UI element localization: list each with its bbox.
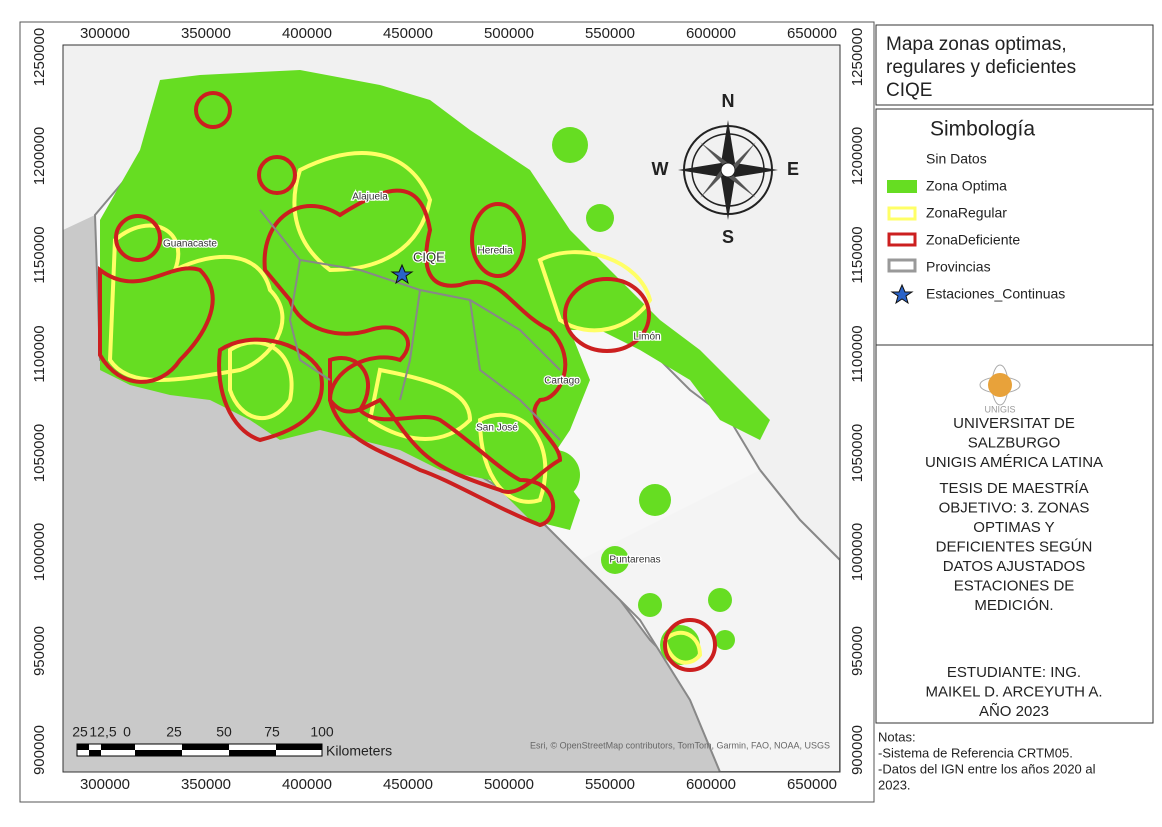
x-tick-label: 300000 xyxy=(80,25,130,42)
map-title: regulares y deficientes xyxy=(886,57,1076,78)
station-label: CIQE xyxy=(413,249,445,264)
x-tick-label: 550000 xyxy=(585,25,635,42)
y-tick-label: 950000 xyxy=(31,626,48,676)
x-tick-label: 350000 xyxy=(181,776,231,793)
scale-unit: Kilometers xyxy=(326,743,392,759)
logo-text: UNIGIS xyxy=(984,404,1015,414)
y-tick-label: 950000 xyxy=(849,626,866,676)
x-tick-label: 650000 xyxy=(787,776,837,793)
x-tick-label: 450000 xyxy=(383,25,433,42)
y-tick-label: 1250000 xyxy=(849,28,866,86)
scale-label: 100 xyxy=(310,724,334,740)
place-label: Limón xyxy=(633,332,660,343)
student-line: ESTUDIANTE: ING. xyxy=(947,664,1081,681)
institution-line: UNIGIS AMÉRICA LATINA xyxy=(925,454,1103,471)
title-box xyxy=(875,24,1154,106)
x-tick-label: 300000 xyxy=(80,776,130,793)
institution-line: UNIVERSITAT DE xyxy=(953,415,1075,432)
thesis-line: OBJETIVO: 3. ZONAS xyxy=(939,499,1090,516)
y-tick-label: 1000000 xyxy=(849,523,866,581)
thesis-line: MEDICIÓN. xyxy=(974,597,1053,614)
x-tick-label: 350000 xyxy=(181,25,231,42)
compass xyxy=(678,120,778,220)
compass-letter: S xyxy=(722,227,734,247)
y-tick-label: 1000000 xyxy=(31,523,48,581)
y-tick-label: 1100000 xyxy=(849,325,866,382)
legend-symbols xyxy=(390,180,917,305)
thesis-line: DEFICIENTES SEGÚN xyxy=(936,538,1093,555)
scale-label: 12,5 xyxy=(89,724,116,740)
place-label: Guanacaste xyxy=(163,239,217,250)
student-line: AÑO 2023 xyxy=(979,703,1049,720)
x-tick-label: 400000 xyxy=(282,25,332,42)
y-tick-label: 1150000 xyxy=(849,226,866,283)
x-tick-label: 450000 xyxy=(383,776,433,793)
legend-title: Simbología xyxy=(930,118,1035,141)
x-tick-label: 400000 xyxy=(282,776,332,793)
legend-item: Sin Datos xyxy=(926,151,987,167)
x-tick-label: 600000 xyxy=(686,776,736,793)
map xyxy=(63,45,840,772)
y-tick-label: 1100000 xyxy=(31,325,48,382)
note-line: -Sistema de Referencia CRTM05. xyxy=(878,745,1073,760)
y-tick-label: 1050000 xyxy=(849,424,866,482)
scale-label: 25 xyxy=(72,724,88,740)
scale-label: 25 xyxy=(166,724,182,740)
y-tick-label: 900000 xyxy=(31,725,48,775)
note-line: -Datos del IGN entre los años 2020 al xyxy=(878,761,1096,776)
thesis-line: ESTACIONES DE xyxy=(954,577,1075,594)
map-border xyxy=(62,44,841,773)
thesis-line: TESIS DE MAESTRÍA xyxy=(939,480,1088,497)
scale-bar xyxy=(76,743,323,757)
y-tick-label: 1200000 xyxy=(31,127,48,185)
x-tick-label: 650000 xyxy=(787,25,837,42)
student-line: MAIKEL D. ARCEYUTH A. xyxy=(926,683,1103,700)
legend-item: Estaciones_Continuas xyxy=(926,286,1065,302)
y-tick-label: 1200000 xyxy=(849,127,866,185)
thesis-line: OPTIMAS Y xyxy=(973,519,1054,536)
thesis-line: DATOS AJUSTADOS xyxy=(943,558,1086,575)
place-label: Puntarenas xyxy=(609,555,660,566)
legend-item: Provincias xyxy=(926,259,991,275)
place-label: San José xyxy=(476,423,518,434)
note-line: 2023. xyxy=(878,777,911,792)
scale-label: 0 xyxy=(123,724,131,740)
note-line: Notas: xyxy=(878,729,916,744)
place-label: Alajuela xyxy=(352,192,388,203)
attribution: Esri, © OpenStreetMap contributors, TomT… xyxy=(530,740,830,750)
info-box xyxy=(875,344,1154,724)
place-label: Cartago xyxy=(544,376,580,387)
scale-label: 75 xyxy=(264,724,280,740)
scale-label: 50 xyxy=(216,724,232,740)
y-tick-label: 1150000 xyxy=(31,226,48,283)
institution-line: SALZBURGO xyxy=(968,434,1061,451)
logo xyxy=(979,364,1021,406)
map-title: Mapa zonas optimas, xyxy=(886,34,1067,55)
legend-item: ZonaRegular xyxy=(926,205,1007,221)
compass-letter: E xyxy=(787,159,799,179)
compass-letter: W xyxy=(652,159,669,179)
y-tick-label: 900000 xyxy=(849,725,866,775)
x-tick-label: 500000 xyxy=(484,776,534,793)
map-title: CIQE xyxy=(886,80,932,101)
y-tick-label: 1050000 xyxy=(31,424,48,482)
x-tick-label: 500000 xyxy=(484,25,534,42)
legend-item: Zona Optima xyxy=(926,178,1007,194)
legend-box xyxy=(875,108,1154,346)
y-tick-label: 1250000 xyxy=(31,28,48,86)
x-tick-label: 550000 xyxy=(585,776,635,793)
legend-item: ZonaDeficiente xyxy=(926,232,1020,248)
compass-letter: N xyxy=(722,91,735,111)
place-label: Heredia xyxy=(477,246,512,257)
x-tick-label: 600000 xyxy=(686,25,736,42)
